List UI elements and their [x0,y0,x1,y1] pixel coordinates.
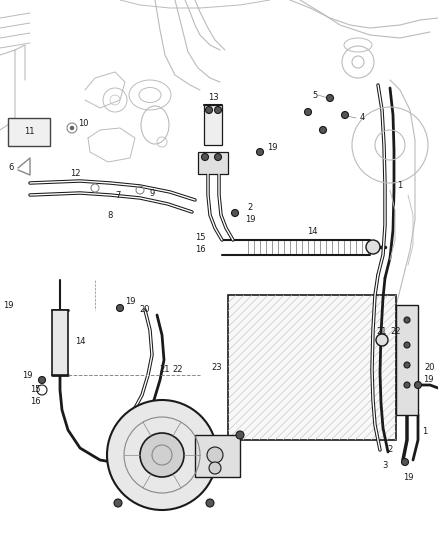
Circle shape [376,334,388,346]
Circle shape [402,458,409,465]
Circle shape [232,209,239,216]
Bar [8,118,50,146]
Circle shape [342,111,349,118]
Circle shape [207,447,223,463]
Circle shape [215,154,222,160]
Circle shape [404,317,410,323]
Text: 14: 14 [75,337,85,346]
Text: 5: 5 [313,91,318,100]
Text: 22: 22 [391,327,401,336]
Circle shape [304,109,311,116]
Text: 16: 16 [194,246,205,254]
Circle shape [209,462,221,474]
Text: 6: 6 [8,164,14,173]
Circle shape [257,149,264,156]
Text: 10: 10 [78,119,88,128]
Circle shape [70,126,74,130]
Circle shape [205,107,212,114]
Text: 14: 14 [307,228,317,237]
Text: 16: 16 [30,398,40,407]
Circle shape [201,154,208,160]
Circle shape [366,240,380,254]
Circle shape [140,433,184,477]
Bar [204,105,222,145]
Circle shape [326,94,333,101]
Circle shape [206,499,214,507]
Text: 21: 21 [160,366,170,375]
Text: 4: 4 [360,114,365,123]
Text: 1: 1 [422,427,427,437]
Bar [396,305,418,415]
Circle shape [107,400,217,510]
Bar [195,435,240,477]
Circle shape [114,499,122,507]
Circle shape [404,342,410,348]
Bar [52,310,68,375]
Circle shape [404,382,410,388]
Text: 2: 2 [247,204,253,213]
Circle shape [414,382,421,389]
Text: 20: 20 [425,364,435,373]
Text: 15: 15 [30,385,40,394]
Text: 19: 19 [22,370,32,379]
Text: 2: 2 [388,446,393,455]
Text: 8: 8 [107,211,113,220]
Text: 13: 13 [208,93,218,101]
Text: 15: 15 [195,233,205,243]
Text: 20: 20 [140,305,150,314]
Circle shape [319,126,326,133]
Text: 19: 19 [245,215,255,224]
Text: 19: 19 [125,297,135,306]
Text: 3: 3 [383,461,388,470]
Text: 1: 1 [397,181,403,190]
Bar [228,295,396,440]
Text: 19: 19 [3,301,13,310]
Text: 23: 23 [212,364,222,373]
Circle shape [404,362,410,368]
Circle shape [39,376,46,384]
Text: 22: 22 [173,366,183,375]
Text: 11: 11 [24,127,34,136]
Text: 19: 19 [267,143,277,152]
Text: 19: 19 [403,473,413,482]
Circle shape [117,304,124,311]
Circle shape [236,431,244,439]
Text: 12: 12 [70,168,80,177]
Bar [198,152,228,174]
Circle shape [215,107,222,114]
Text: 19: 19 [423,376,433,384]
Text: 21: 21 [377,327,387,336]
Text: 9: 9 [149,190,155,198]
Text: 7: 7 [115,190,121,199]
